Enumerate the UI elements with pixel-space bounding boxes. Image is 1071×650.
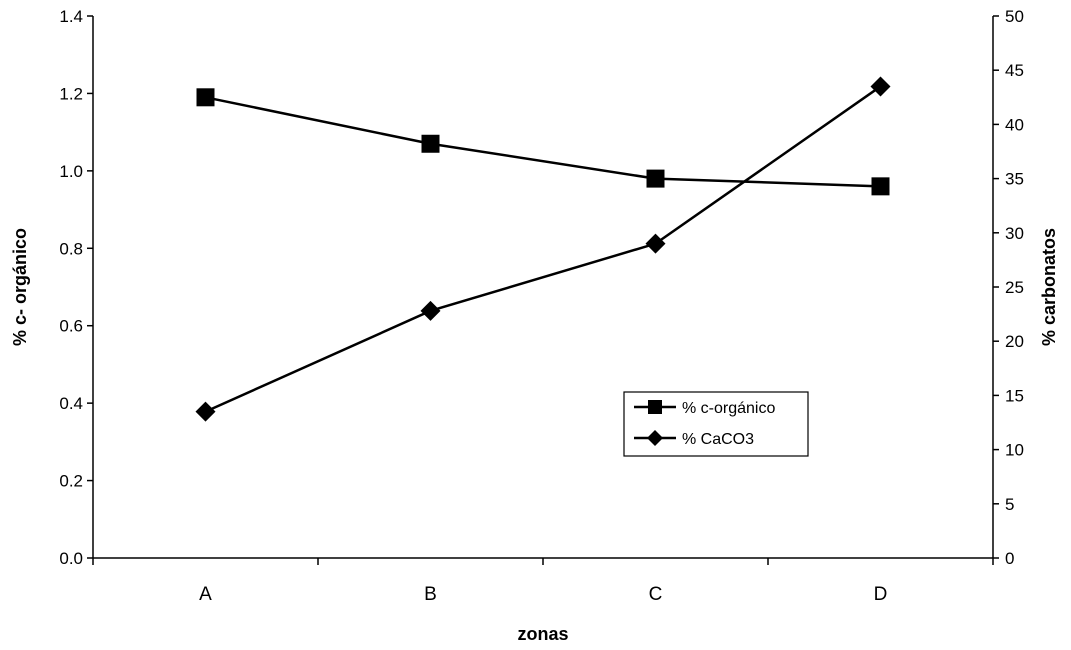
axes bbox=[92, 16, 994, 559]
legend: % c-orgánico % CaCO3 bbox=[623, 391, 809, 457]
right-tick-label: 25 bbox=[1005, 278, 1024, 297]
x-category-label: C bbox=[649, 584, 663, 605]
right-tick-label: 20 bbox=[1005, 332, 1024, 351]
legend-diamond-marker-icon bbox=[647, 430, 663, 446]
data-point-diamond bbox=[195, 401, 216, 422]
left-axis-title: % c- orgánico bbox=[10, 228, 30, 346]
legend-square-marker-icon bbox=[648, 400, 662, 414]
legend-item-caco3: % CaCO3 bbox=[634, 430, 754, 448]
ticks: 0.0 0.2 0.4 0.6 0.8 1.0 1.2 1.4 0 5 10 15 20 25 30 35 40… bbox=[59, 7, 1024, 605]
right-tick-label: 35 bbox=[1005, 170, 1024, 189]
data-point-square bbox=[196, 88, 215, 107]
data-point-square bbox=[421, 134, 440, 153]
left-tick-label: 1.4 bbox=[59, 7, 83, 26]
right-tick-label: 10 bbox=[1005, 441, 1024, 460]
x-axis-title: zonas bbox=[517, 624, 568, 644]
x-category-label: A bbox=[199, 584, 212, 605]
series-lines bbox=[204, 85, 882, 413]
right-tick-label: 0 bbox=[1005, 549, 1014, 568]
left-tick-label: 0.4 bbox=[59, 394, 83, 413]
left-tick-label: 1.2 bbox=[59, 84, 83, 103]
data-point-square bbox=[871, 177, 890, 196]
data-point-diamond bbox=[870, 76, 891, 97]
right-tick-label: 5 bbox=[1005, 495, 1014, 514]
series-line-0 bbox=[205, 96, 881, 188]
series-line-1 bbox=[204, 85, 882, 413]
legend-label-c-organico: % c-orgánico bbox=[682, 400, 775, 417]
data-point-diamond bbox=[645, 233, 666, 254]
left-tick-label: 0.2 bbox=[59, 472, 83, 491]
right-tick-label: 30 bbox=[1005, 224, 1024, 243]
data-point-square bbox=[646, 169, 665, 188]
x-category-label: D bbox=[874, 584, 888, 605]
legend-item-c-organico: % c-orgánico bbox=[634, 400, 775, 417]
left-tick-label: 0.8 bbox=[59, 239, 83, 258]
data-point-diamond bbox=[420, 300, 441, 321]
series-markers bbox=[195, 76, 891, 422]
legend-label-caco3: % CaCO3 bbox=[682, 431, 754, 448]
left-tick-label: 1.0 bbox=[59, 162, 83, 181]
left-tick-label: 0.6 bbox=[59, 317, 83, 336]
left-tick-label: 0.0 bbox=[59, 549, 83, 568]
right-tick-label: 15 bbox=[1005, 386, 1024, 405]
x-category-label: B bbox=[424, 584, 437, 605]
right-tick-label: 50 bbox=[1005, 7, 1024, 26]
right-axis-title: % carbonatos bbox=[1039, 228, 1059, 346]
right-tick-label: 45 bbox=[1005, 61, 1024, 80]
right-tick-label: 40 bbox=[1005, 115, 1024, 134]
